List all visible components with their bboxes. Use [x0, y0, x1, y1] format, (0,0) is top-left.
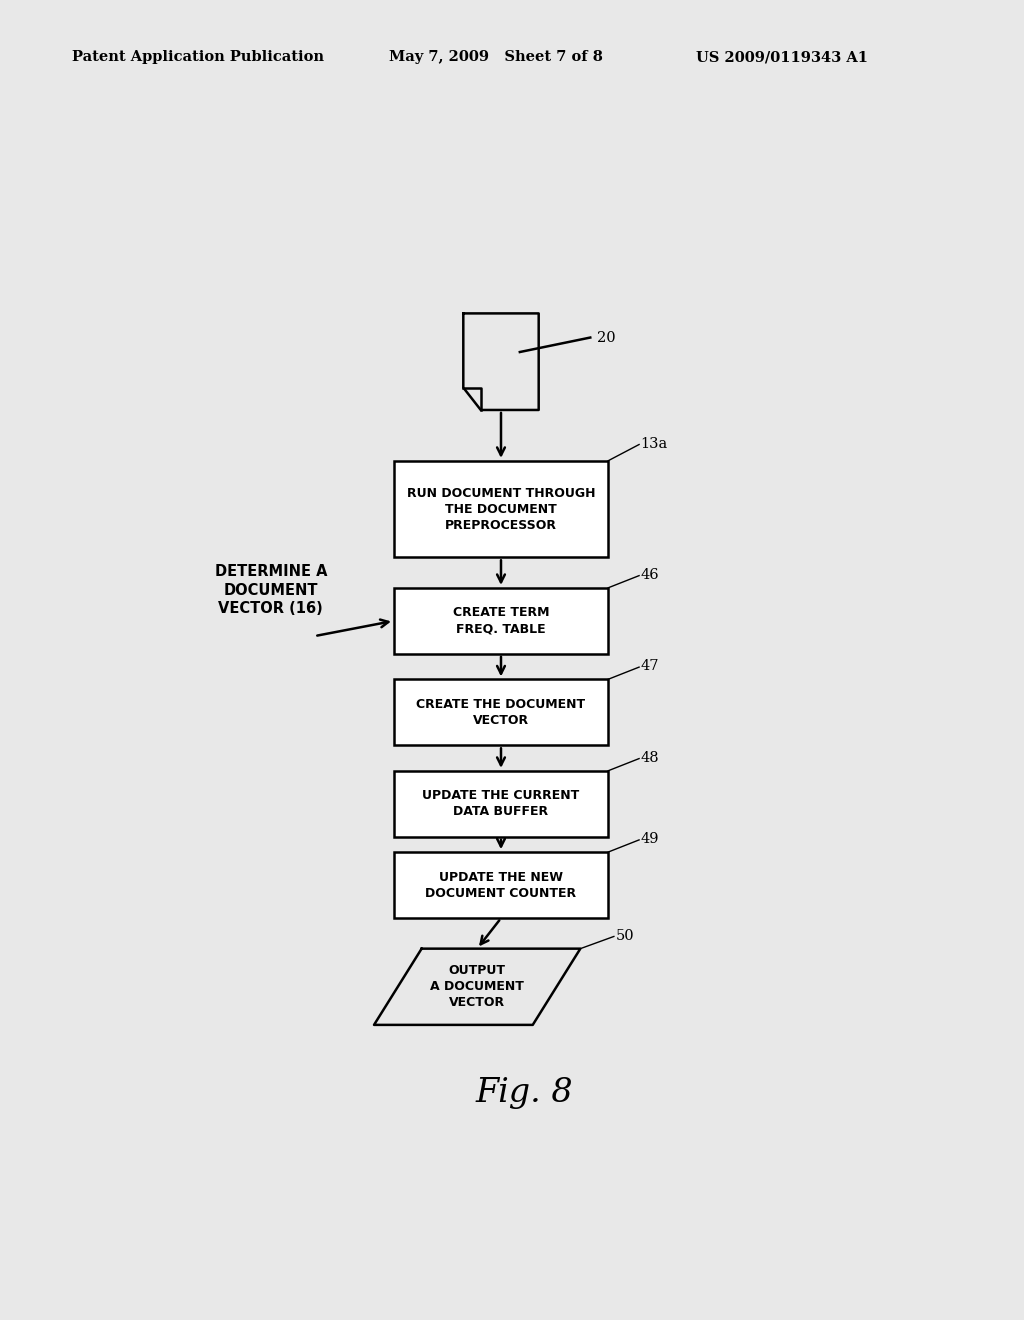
Text: 20: 20	[597, 330, 615, 345]
Bar	[394, 461, 608, 557]
Text: 50: 50	[615, 929, 634, 942]
Text: UPDATE THE NEW
DOCUMENT COUNTER: UPDATE THE NEW DOCUMENT COUNTER	[425, 871, 577, 900]
Bar	[394, 853, 608, 919]
Text: CREATE THE DOCUMENT
VECTOR: CREATE THE DOCUMENT VECTOR	[417, 698, 586, 727]
Text: UPDATE THE CURRENT
DATA BUFFER: UPDATE THE CURRENT DATA BUFFER	[422, 789, 580, 818]
Bar	[394, 771, 608, 837]
Text: OUTPUT
A DOCUMENT
VECTOR: OUTPUT A DOCUMENT VECTOR	[430, 965, 524, 1010]
Text: Patent Application Publication: Patent Application Publication	[72, 50, 324, 65]
Text: Fig. 8: Fig. 8	[476, 1077, 573, 1110]
Bar	[394, 680, 608, 746]
Text: CREATE TERM
FREQ. TABLE: CREATE TERM FREQ. TABLE	[453, 606, 549, 635]
Text: RUN DOCUMENT THROUGH
THE DOCUMENT
PREPROCESSOR: RUN DOCUMENT THROUGH THE DOCUMENT PREPRO…	[407, 487, 595, 532]
Text: 47: 47	[640, 660, 659, 673]
Text: 13a: 13a	[640, 437, 668, 450]
Bar	[394, 587, 608, 653]
Text: 46: 46	[640, 568, 659, 582]
Text: 49: 49	[640, 833, 659, 846]
Text: May 7, 2009   Sheet 7 of 8: May 7, 2009 Sheet 7 of 8	[389, 50, 603, 65]
Text: 48: 48	[640, 751, 659, 766]
Text: DETERMINE A
DOCUMENT
VECTOR (16): DETERMINE A DOCUMENT VECTOR (16)	[215, 564, 327, 616]
Text: US 2009/0119343 A1: US 2009/0119343 A1	[696, 50, 868, 65]
